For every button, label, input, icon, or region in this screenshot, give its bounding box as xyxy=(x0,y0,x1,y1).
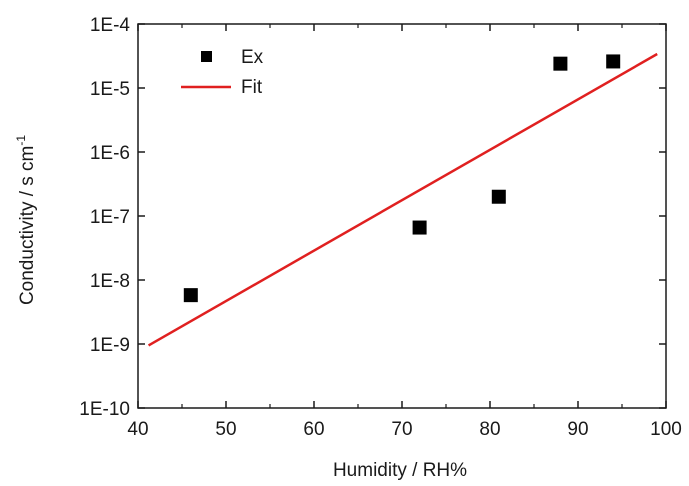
x-tick-label: 100 xyxy=(650,419,682,440)
data-point xyxy=(412,220,427,235)
y-tick-label: 1E-5 xyxy=(90,79,130,100)
data-point xyxy=(553,56,568,71)
legend-marker-ex xyxy=(201,51,212,62)
x-tick-label: 60 xyxy=(303,419,324,440)
y-axis-ticks: 1E-10 1E-9 1E-8 1E-7 1E-6 1E-5 1E-4 xyxy=(79,15,666,420)
y-axis-title: Conductivity / s cm-1 xyxy=(14,135,38,305)
x-tick-label: 70 xyxy=(391,419,412,440)
x-axis-title: Humidity / RH% xyxy=(333,460,467,481)
y-axis-title-main: Conductivity / s cm xyxy=(17,146,38,305)
series-layer xyxy=(147,52,658,347)
x-tick-label: 50 xyxy=(215,419,236,440)
y-axis-title-group: Conductivity / s cm-1 xyxy=(14,135,38,305)
data-point xyxy=(491,189,506,204)
y-tick-label: 1E-8 xyxy=(90,271,130,292)
y-tick-label: 1E-6 xyxy=(90,143,130,164)
legend-label-ex: Ex xyxy=(241,47,264,68)
y-axis-title-superscript: -1 xyxy=(14,135,28,146)
x-tick-label: 90 xyxy=(567,419,588,440)
x-tick-label: 40 xyxy=(127,419,148,440)
plot-frame xyxy=(137,23,667,409)
y-tick-label: 1E-9 xyxy=(90,335,130,356)
x-tick-label: 80 xyxy=(479,419,500,440)
x-axis-ticks: 40 50 60 70 80 90 100 xyxy=(127,24,682,440)
y-tick-label: 1E-10 xyxy=(79,399,130,420)
fit-line xyxy=(147,52,658,347)
y-tick-label: 1E-4 xyxy=(90,15,131,36)
y-tick-label: 1E-7 xyxy=(90,207,130,228)
data-point xyxy=(606,54,621,69)
data-point xyxy=(183,288,198,303)
plot-border xyxy=(137,23,667,409)
legend-label-fit: Fit xyxy=(241,77,263,98)
legend: Ex Fit xyxy=(181,47,264,98)
